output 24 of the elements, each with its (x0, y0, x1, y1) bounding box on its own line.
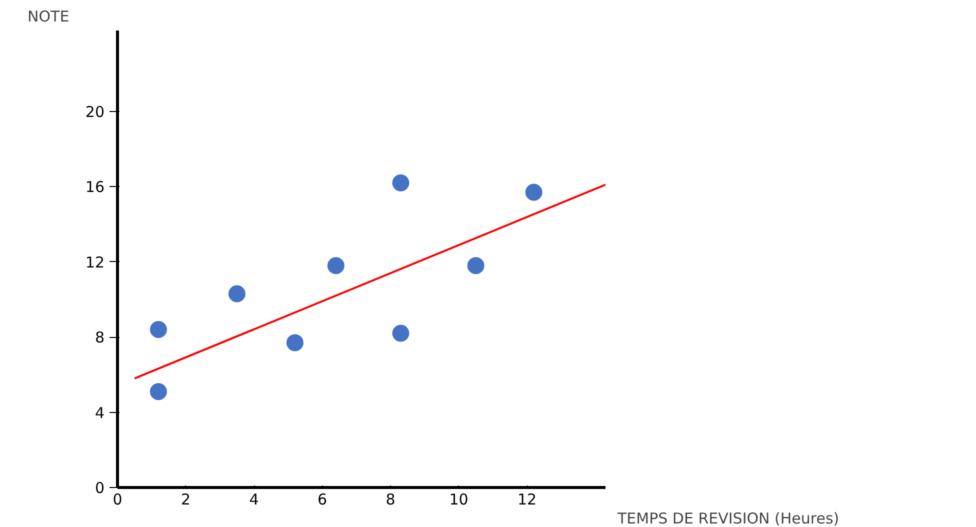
x-tick-label: 10 (449, 490, 468, 508)
point (392, 174, 410, 192)
y-tick-label: 8 (94, 328, 105, 347)
y-axis-title: NOTE (28, 8, 70, 26)
y-tick-label: 12 (85, 253, 105, 272)
y-tick-label: 20 (85, 102, 105, 121)
y-tick-label: 4 (94, 404, 105, 422)
x-tick-label: 8 (386, 490, 396, 508)
point (286, 334, 304, 352)
x-axis-title: TEMPS DE REVISION (Heures) (616, 510, 840, 527)
point (525, 184, 542, 201)
y-tick-label: 16 (85, 178, 105, 196)
x-tick-label: 12 (517, 490, 537, 508)
y-tick-label: 0 (94, 479, 105, 497)
point (150, 383, 167, 400)
x-tick-label: 0 (112, 490, 122, 508)
point (150, 321, 167, 338)
point (392, 324, 410, 342)
point (467, 257, 484, 274)
point (228, 285, 246, 302)
x-tick-label: 2 (180, 490, 191, 508)
x-tick-label: 4 (249, 490, 259, 508)
x-tick-label: 6 (317, 490, 328, 508)
point (327, 257, 344, 274)
